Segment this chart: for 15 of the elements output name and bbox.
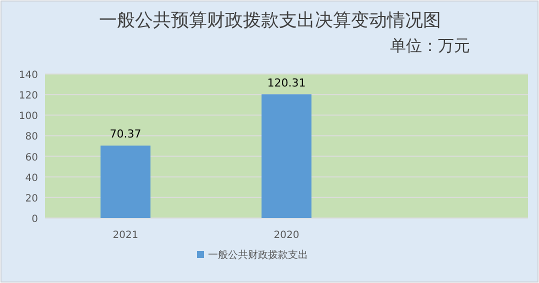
data-label: 70.37 xyxy=(110,128,142,141)
y-tick-label: 0 xyxy=(32,214,38,225)
y-tick-label: 140 xyxy=(18,70,38,81)
y-tick-label: 100 xyxy=(18,111,38,122)
chart-title: 一般公共预算财政拨款支出决算变动情况图 xyxy=(99,10,441,31)
x-tick-label: 2020 xyxy=(274,230,300,241)
y-tick-label: 120 xyxy=(18,90,38,102)
y-tick-label: 80 xyxy=(25,132,38,143)
y-tick-label: 20 xyxy=(25,193,38,204)
x-tick-label: 2021 xyxy=(112,230,138,241)
y-tick-label: 40 xyxy=(25,172,38,184)
y-tick-label: 60 xyxy=(25,152,38,164)
data-label: 120.31 xyxy=(267,76,306,90)
legend-label: 一般公共财政拨款支出 xyxy=(208,249,308,261)
chart-subtitle: 单位：万元 xyxy=(390,36,470,55)
